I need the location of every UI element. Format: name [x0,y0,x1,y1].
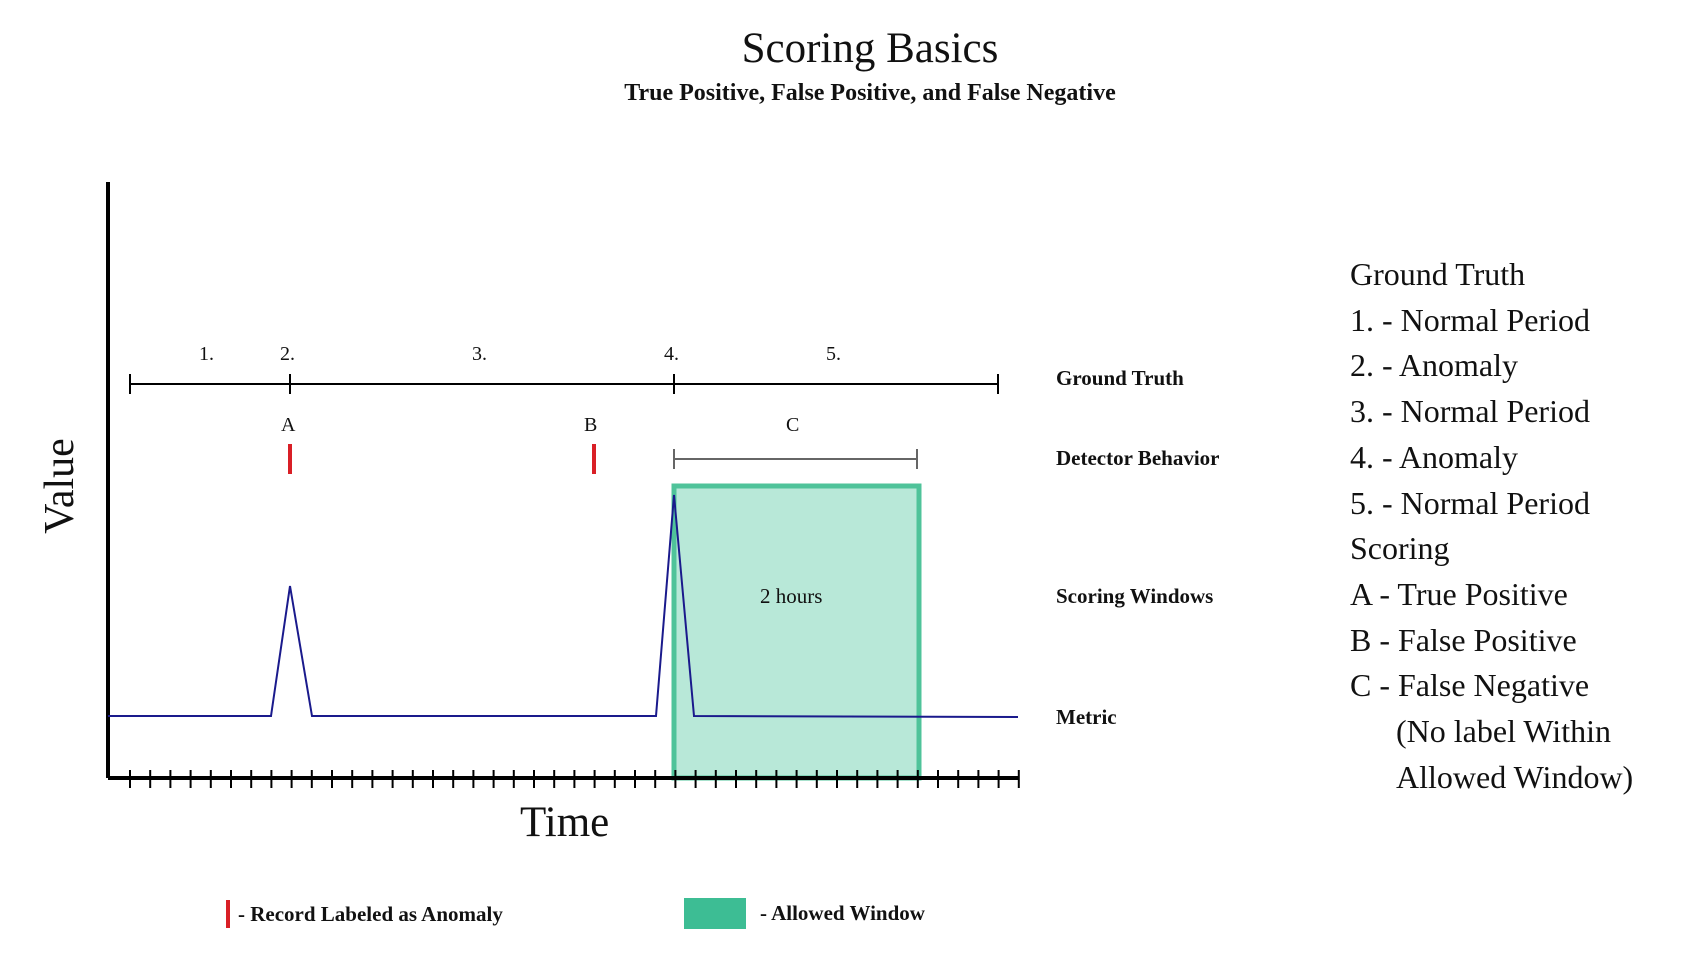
key-item-a: A - True Positive [1350,575,1568,612]
window-c-bracket [673,449,918,469]
key-item-1: 1. - Normal Period [1350,301,1590,338]
x-axis-label: Time [520,799,610,846]
detector-label-b: B [584,414,598,436]
metric-line [108,494,1019,718]
key-item-c: C - False Negative [1350,667,1590,704]
key-item-b: B - False Positive [1350,621,1577,658]
segment-label-3: 3. [472,343,487,365]
row-label-scoring-windows: Scoring Windows [1056,584,1214,608]
diagram-title: Scoring Basics [741,25,999,72]
row-label-metric: Metric [1056,705,1117,729]
legend-window-swatch [684,898,746,929]
segment-label-4: 4. [664,343,679,365]
key-note-line-1: (No label Within [1396,713,1611,750]
window-duration-label: 2 hours [760,584,823,608]
key-item-3: 3. - Normal Period [1350,393,1590,430]
y-axis-label: Value [37,438,83,534]
key-note-line-2: Allowed Window) [1396,758,1634,795]
ground-truth-timeline [129,374,999,394]
row-label-ground-truth: Ground Truth [1056,366,1184,390]
detector-label-a: A [281,414,296,436]
segment-label-2: 2. [280,343,295,365]
legend-window-label: - Allowed Window [760,901,925,925]
key-ground-truth-heading: Ground Truth [1350,256,1526,292]
key-panel: Ground Truth 1. - Normal Period 2. - Ano… [1350,252,1633,800]
segment-label-5: 5. [826,343,841,365]
key-scoring-heading: Scoring [1350,530,1450,567]
x-axis-ticks [129,770,1020,788]
legend-record-label: - Record Labeled as Anomaly [238,902,503,926]
key-item-2: 2. - Anomaly [1350,347,1518,384]
key-item-4: 4. - Anomaly [1350,438,1518,475]
row-label-detector-behavior: Detector Behavior [1056,446,1220,470]
key-item-5: 5. - Normal Period [1350,484,1590,521]
window-label-c: C [786,414,800,436]
allowed-window-box [671,483,922,781]
segment-label-1: 1. [199,343,214,365]
diagram-subtitle: True Positive, False Positive, and False… [624,80,1116,106]
